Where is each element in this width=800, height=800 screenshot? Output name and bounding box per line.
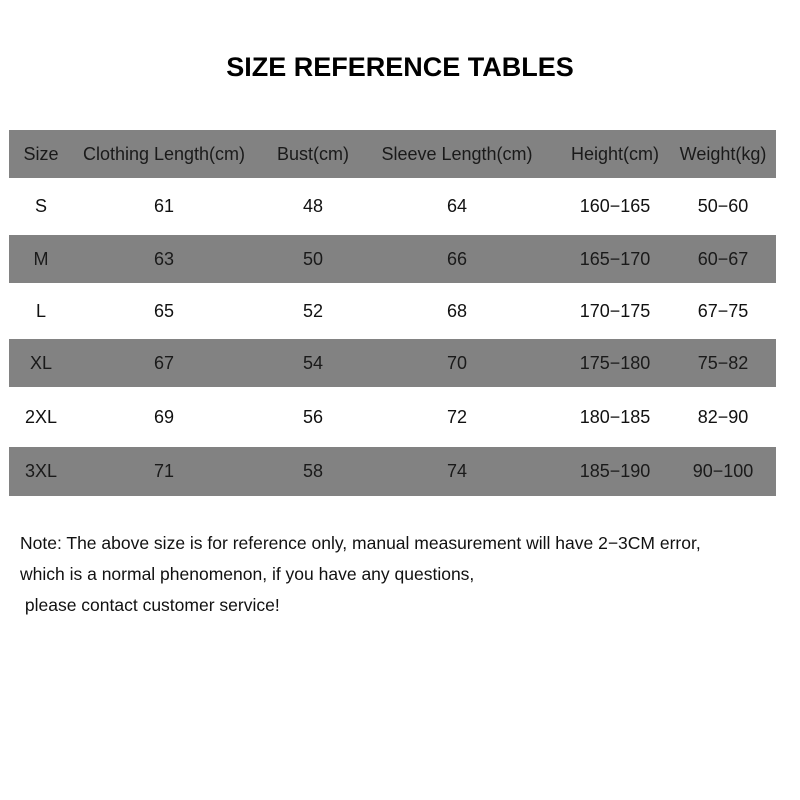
table-cell: 185−190: [579, 461, 651, 481]
note-text: Note: The above size is for reference on…: [20, 528, 701, 621]
table-cell: 90−100: [692, 461, 754, 481]
table-cell: 75−82: [697, 352, 749, 373]
table-cell: 50−60: [697, 196, 749, 216]
table-cell: 68: [446, 300, 468, 321]
table-cell: 56: [302, 406, 324, 427]
table-cell: 160−165: [579, 196, 651, 216]
table-cell: 82−90: [697, 406, 749, 427]
note-line: which is a normal phenomenon, if you hav…: [20, 564, 475, 584]
table-cell: M: [33, 248, 49, 269]
table-cell: 48: [302, 196, 324, 216]
table-cell: 170−175: [579, 300, 651, 321]
table-row: S 61 48 64 160−165 50−60: [9, 178, 776, 235]
table-cell: 69: [153, 406, 175, 427]
header-cell: Clothing Length(cm): [82, 143, 246, 164]
header-cell: Bust(cm): [277, 143, 349, 164]
table-cell: 71: [153, 461, 175, 481]
table-cell: L: [35, 300, 47, 321]
table-cell: 70: [446, 352, 468, 373]
table-cell: 72: [446, 406, 468, 427]
table-cell: 180−185: [579, 406, 651, 427]
table-cell: 165−170: [579, 248, 651, 269]
header-cell: Sleeve Length(cm): [381, 143, 533, 164]
note-line: Note: The above size is for reference on…: [20, 533, 701, 553]
table-row: 3XL 71 58 74 185−190 90−100: [9, 447, 776, 496]
table-cell: XL: [29, 352, 53, 373]
size-table: Size Clothing Length(cm) Bust(cm) Sleeve…: [9, 130, 776, 496]
table-cell: 66: [446, 248, 468, 269]
table-cell: 3XL: [24, 461, 58, 481]
table-row: XL 67 54 70 175−180 75−82: [9, 339, 776, 387]
table-cell: 50: [302, 248, 324, 269]
table-cell: 54: [302, 352, 324, 373]
table-cell: 67: [153, 352, 175, 373]
table-cell: 2XL: [24, 406, 58, 427]
table-row: L 65 52 68 170−175 67−75: [9, 283, 776, 339]
table-cell: 74: [446, 461, 468, 481]
table-cell: 175−180: [579, 352, 651, 373]
table-cell: 60−67: [697, 248, 749, 269]
header-cell: Size: [23, 143, 59, 164]
note-line: please contact customer service!: [20, 595, 280, 615]
table-cell: 61: [153, 196, 175, 216]
table-header-row: Size Clothing Length(cm) Bust(cm) Sleeve…: [9, 130, 776, 178]
header-cell: Weight(kg): [679, 143, 767, 164]
table-cell: 52: [302, 300, 324, 321]
table-cell: 67−75: [697, 300, 749, 321]
table-cell: 63: [153, 248, 175, 269]
table-row: M 63 50 66 165−170 60−67: [9, 235, 776, 283]
table-cell: 64: [446, 196, 468, 216]
table-cell: 65: [153, 300, 175, 321]
header-cell: Height(cm): [570, 143, 660, 164]
page-title: SIZE REFERENCE TABLES: [226, 52, 574, 82]
table-cell: S: [34, 196, 48, 216]
table-row: 2XL 69 56 72 180−185 82−90: [9, 387, 776, 447]
table-cell: 58: [302, 461, 324, 481]
